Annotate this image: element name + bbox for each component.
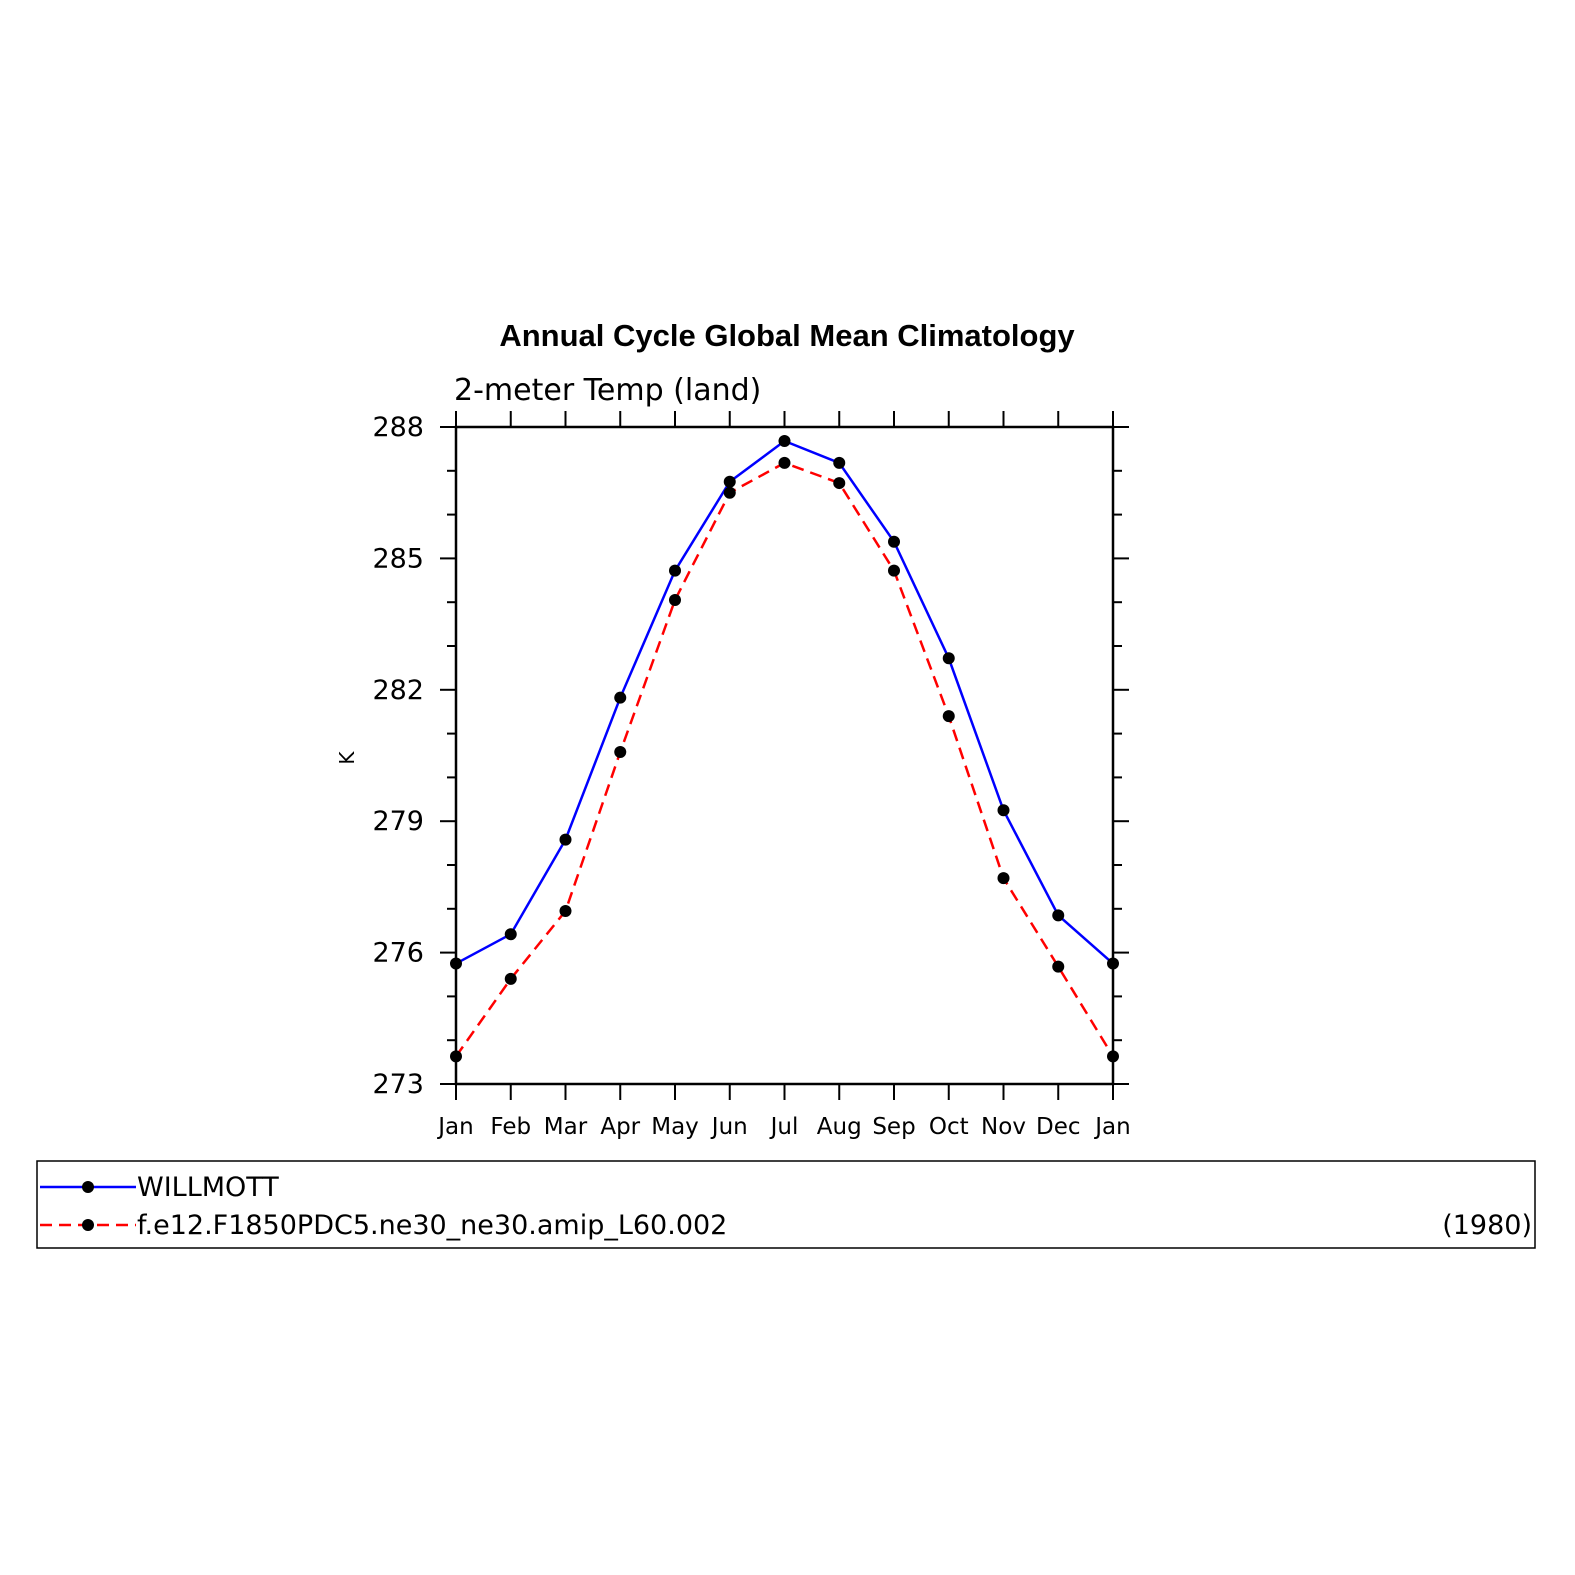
x-tick-label: Jun	[710, 1114, 748, 1140]
series-0-point	[614, 691, 627, 704]
series-1-point	[504, 972, 517, 985]
series-0-point	[559, 833, 572, 846]
plot-frame	[454, 425, 1115, 1086]
legend-marker-model	[82, 1219, 94, 1231]
x-tick-label: Sep	[872, 1114, 915, 1140]
series-1-point	[559, 904, 572, 917]
legend-label-willmott: WILLMOTT	[137, 1172, 279, 1203]
series-0-point	[997, 804, 1010, 817]
series-0-point	[669, 564, 681, 577]
x-tick-label: Dec	[1036, 1114, 1081, 1140]
series-1-point	[723, 486, 736, 499]
legend-marker-willmott	[82, 1181, 94, 1193]
legend-label-model: f.e12.F1850PDC5.ne30_ne30.amip_L60.002	[137, 1210, 727, 1241]
series-line-1	[454, 461, 1115, 1058]
series-0-point	[942, 652, 955, 665]
y-tick-label: 285	[372, 543, 424, 574]
series-1-point	[1052, 960, 1065, 973]
series-0-point	[1107, 957, 1119, 970]
series-line-0	[455, 439, 1114, 965]
series-0-point	[888, 535, 900, 548]
series-0-point	[450, 957, 462, 970]
series-0-point	[778, 435, 791, 448]
series-1-point	[778, 456, 791, 469]
legend-box	[36, 1160, 1536, 1249]
series-1-point	[942, 710, 955, 723]
series-0-point	[833, 456, 846, 469]
x-tick-label: Nov	[981, 1114, 1026, 1140]
series-1-point	[888, 564, 900, 577]
x-tick-label: Oct	[929, 1114, 969, 1140]
x-tick-label: May	[651, 1114, 699, 1140]
y-axis-label: K	[335, 751, 359, 765]
y-tick-label: 279	[372, 806, 424, 837]
series-1-point	[833, 477, 846, 490]
series-1-point	[450, 1050, 462, 1063]
series-1-point	[997, 872, 1010, 885]
legend-year-note: (1980)	[1442, 1210, 1532, 1241]
x-tick-label: Jul	[769, 1114, 799, 1140]
legend: WILLMOTT f.e12.F1850PDC5.ne30_ne30.amip_…	[36, 1160, 1536, 1249]
y-tick-label: 288	[372, 412, 424, 443]
series-1-point	[614, 745, 627, 758]
series-1-point	[1107, 1050, 1119, 1063]
series-0-point	[1052, 909, 1065, 922]
x-tick-label: Jan	[436, 1114, 473, 1140]
plot-area: Jan Feb Mar Apr May Jun Jul Aug Sep Oct Nov Dec Jan 2…	[372, 411, 1131, 1140]
series-1-point	[669, 594, 681, 607]
x-tick-label: Feb	[490, 1114, 531, 1140]
x-tick-label: Jan	[1093, 1114, 1130, 1140]
x-tick-label: Mar	[544, 1114, 588, 1140]
x-tick-label: Apr	[600, 1114, 640, 1140]
y-tick-label: 276	[372, 938, 424, 969]
y-tick-label: 282	[372, 675, 424, 706]
chart-subtitle: 2-meter Temp (land)	[454, 373, 761, 408]
y-tick-label: 273	[372, 1069, 424, 1100]
chart-title: Annual Cycle Global Mean Climatology	[499, 318, 1075, 353]
series-0-point	[504, 928, 517, 941]
series-0-point	[723, 475, 736, 488]
x-tick-label: Aug	[817, 1114, 862, 1140]
